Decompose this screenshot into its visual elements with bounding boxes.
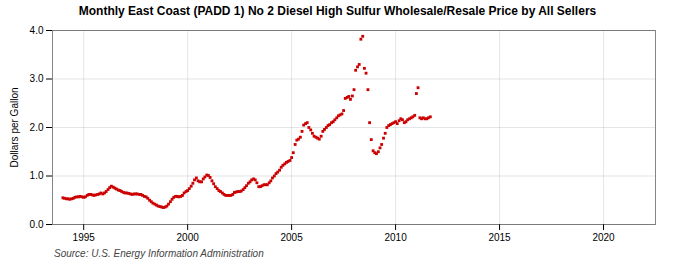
svg-text:4.0: 4.0 (30, 25, 44, 36)
svg-text:Dollars per Gallon: Dollars per Gallon (9, 87, 20, 167)
svg-text:3.0: 3.0 (30, 73, 44, 84)
svg-text:1995: 1995 (73, 232, 96, 243)
svg-text:1.0: 1.0 (30, 170, 44, 181)
html-text:Monthly East Coast (PADD 1) No: Monthly East Coast (PADD 1) No 2 Diesel … (78, 4, 597, 18)
svg-text:2000: 2000 (177, 232, 200, 243)
html-text:Source: U.S. Energy Informatio: Source: U.S. Energy Information Administ… (54, 248, 264, 259)
svg-text:2005: 2005 (280, 232, 303, 243)
svg-text:2010: 2010 (384, 232, 407, 243)
svg-text:0.0: 0.0 (30, 219, 44, 230)
svg-text:2015: 2015 (488, 232, 511, 243)
svg-text:2020: 2020 (592, 232, 615, 243)
svg-text:2.0: 2.0 (30, 122, 44, 133)
